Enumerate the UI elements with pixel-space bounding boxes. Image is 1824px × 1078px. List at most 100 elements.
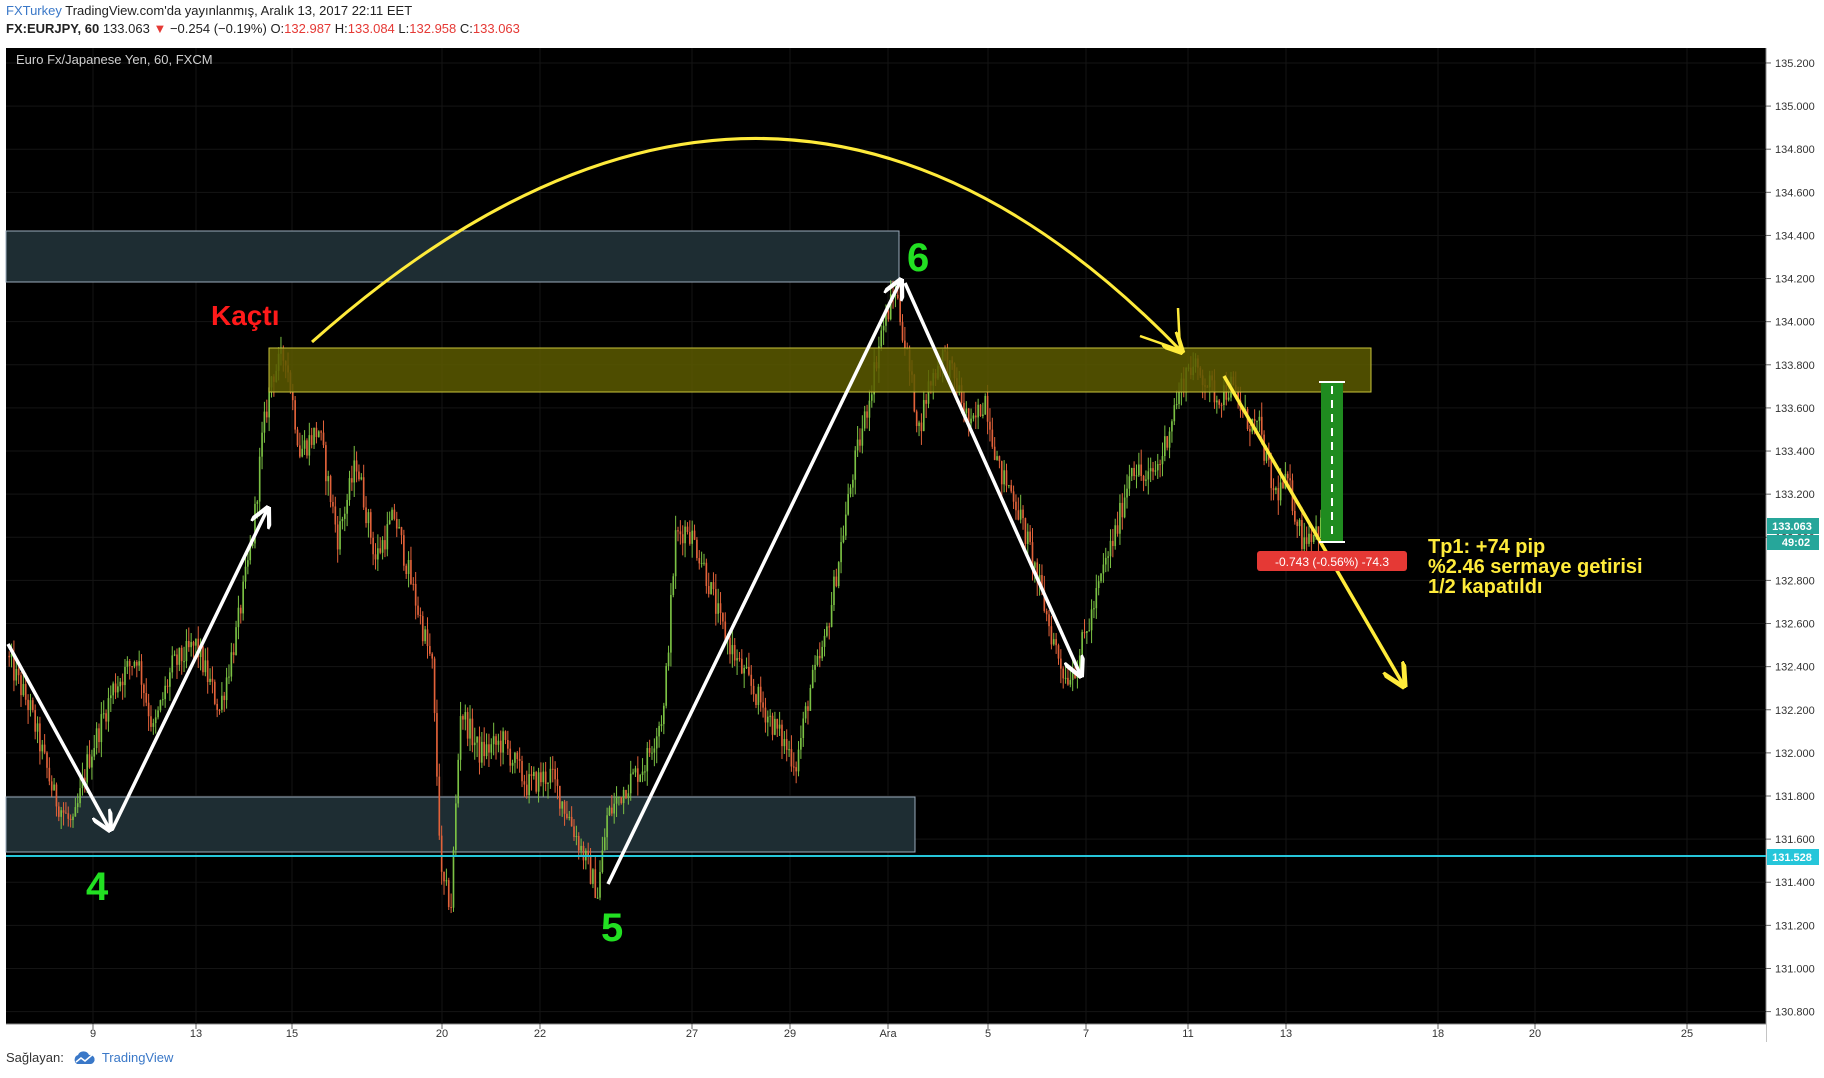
open-label: O: [270,21,285,36]
candle-body [1015,501,1017,511]
wave-label-6: 6 [907,236,929,280]
candle-body [556,779,559,786]
candle-body [679,531,682,535]
candle-body [1045,610,1048,615]
candle-body [1135,475,1138,477]
candle-body [610,807,613,814]
candle-body [636,768,639,782]
candle-body [752,685,755,695]
candle-body [632,772,634,774]
arc-arrow-stub-2 [1139,334,1181,352]
candle-body [523,781,526,785]
time-tick-label: 15 [286,1028,298,1040]
price-tick-label: 133.400 [1775,446,1815,458]
target-arrow [1222,375,1404,686]
candle-body [121,681,124,686]
candle-body [722,612,724,622]
candle-body [24,683,27,700]
candle-body [221,695,223,710]
candle-body [651,752,653,754]
candle-body [573,826,575,838]
candle-body [1216,400,1218,403]
candle-body [528,774,530,796]
provider-link[interactable]: TradingView [72,1050,173,1065]
candle-body [826,626,828,636]
candle-body [1048,614,1050,627]
candle-body [393,509,396,519]
candle-body [195,638,197,646]
candle-body [795,767,797,772]
candle-body [265,411,268,418]
price-axis[interactable]: 130.800 131.000 131.200 131.400 131.600 131.8… [1766,58,1815,1019]
candle-body [568,816,571,818]
candle-body [785,739,788,750]
candle-body [618,796,620,798]
candle-body [986,395,989,422]
candle-body [72,816,74,821]
candle-body [83,777,86,783]
candle-body [627,793,630,799]
candle-body [998,456,1001,462]
candle-body [481,741,483,763]
candle-body [8,655,11,658]
candle-body [341,518,344,522]
candle-body [686,526,689,533]
candle-body [582,845,585,861]
candle-body [714,589,717,614]
candle-body [1178,390,1180,405]
support-box [5,796,916,853]
candle-body [164,685,166,700]
candle-body [925,400,927,404]
candle-body [870,394,873,401]
candle-body [223,695,226,701]
candle-body [1275,488,1277,491]
candle-body [407,559,410,574]
candle-body [114,683,117,693]
candle-body [459,716,462,760]
candle-body [1114,525,1117,547]
close-value: 133.063 [472,21,520,36]
candle-body [1133,468,1135,476]
candle-body [218,709,221,711]
candle-body [235,627,237,655]
candle-body [766,716,769,723]
candle-body [1078,655,1081,670]
candle-body [22,683,25,696]
candle-body [904,340,906,348]
candle-body [469,718,471,739]
time-axis[interactable]: 9 13 15 20 22 27 29 Ara 5 7 11 13 18 20 25 [90,1024,1693,1040]
candle-body [1067,677,1069,685]
candle-body [327,476,330,482]
candle-body [620,796,623,804]
author-link[interactable]: FXTurkey [6,3,62,18]
candle-body [608,807,611,816]
candle-body [1104,557,1107,565]
candle-body [29,700,32,711]
escaped-label: Kaçtı [211,300,279,331]
last-price-badge [1767,518,1819,534]
candle-body [1083,632,1086,634]
candle-body [228,676,230,678]
candle-body [762,702,764,708]
candle-body [1319,517,1322,539]
candle-body [424,629,426,642]
candle-body [776,718,779,729]
low-value: 132.958 [409,21,457,36]
candle-body [128,661,131,667]
candle-body [703,562,705,564]
time-tick-label: 20 [436,1028,448,1040]
candle-body [187,641,190,648]
candle-body [412,583,415,585]
countdown-text: 49:02 [1782,537,1810,549]
candle-body [979,404,982,417]
candle-body [622,789,625,804]
candle-body [989,421,991,430]
candle-body [372,537,374,555]
time-tick-label: 9 [90,1028,96,1040]
candle-body [967,408,970,424]
price-tick-label: 131.800 [1775,791,1815,803]
candle-body [365,507,367,524]
candle-body [13,653,15,681]
price-tick-label: 133.800 [1775,360,1815,372]
